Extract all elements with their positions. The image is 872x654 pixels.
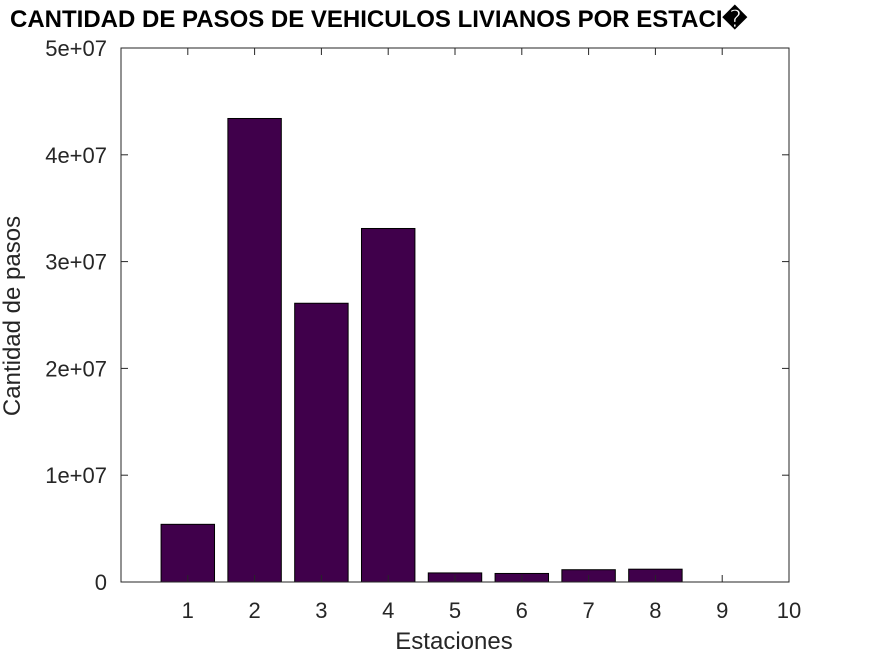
x-tick-label: 10 (777, 598, 801, 623)
y-tick-label: 1e+07 (45, 463, 107, 488)
y-axis-label: Cantidad de pasos (0, 216, 26, 416)
x-tick-label: 5 (449, 598, 461, 623)
y-tick-label: 0 (95, 570, 107, 595)
bar-4 (360, 227, 416, 583)
x-tick-label: 8 (649, 598, 661, 623)
x-tick-label: 6 (516, 598, 528, 623)
bar-3 (294, 302, 349, 583)
plot-frame (120, 47, 790, 583)
y-tick-label: 3e+07 (45, 250, 107, 275)
bar-1 (160, 523, 216, 583)
y-tick-label: 5e+07 (45, 36, 107, 61)
chart-title: CANTIDAD DE PASOS DE VEHICULOS LIVIANOS … (10, 4, 748, 33)
x-tick-label: 9 (716, 598, 728, 623)
bar-2 (227, 117, 282, 583)
x-tick-label: 2 (248, 598, 260, 623)
x-tick-label: 1 (182, 598, 194, 623)
y-tick-label: 4e+07 (45, 143, 107, 168)
x-tick-label: 7 (582, 598, 594, 623)
plot-area: 0 1e+07 2e+07 3e+07 4e+07 5e+07 1 2 3 4 5 6 7 8 9 10 (45, 36, 801, 623)
x-tick-label: 3 (315, 598, 327, 623)
x-tick-label: 4 (382, 598, 394, 623)
y-tick-label: 2e+07 (45, 356, 107, 381)
x-axis-label: Estaciones (395, 628, 512, 654)
